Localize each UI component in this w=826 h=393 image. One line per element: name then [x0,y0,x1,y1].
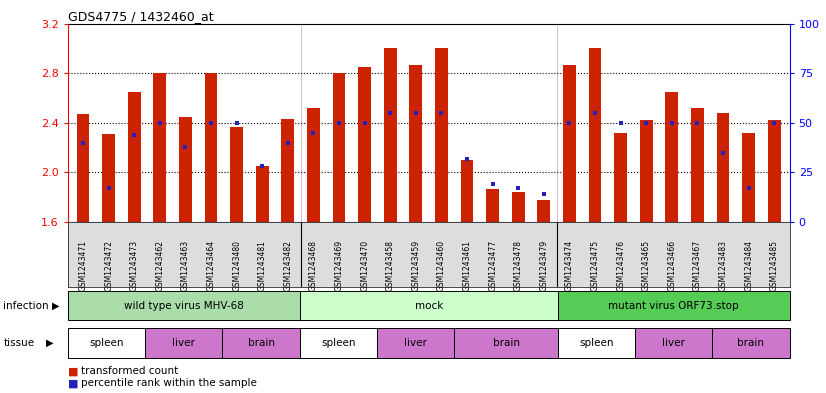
Bar [768,120,781,222]
Bar [300,291,558,320]
Text: ■: ■ [68,378,78,388]
Bar [222,328,300,358]
Bar [68,328,145,358]
Bar [77,114,89,222]
Bar [205,73,217,222]
Bar [102,134,115,222]
Bar [743,133,755,222]
Text: ▶: ▶ [52,301,59,310]
Bar [558,328,635,358]
Bar [68,291,300,320]
Bar [154,73,166,222]
Bar [145,328,222,358]
Bar [410,64,422,222]
Bar [717,113,729,222]
Bar [487,189,499,222]
Bar [558,291,790,320]
Text: infection: infection [3,301,49,310]
Text: ▶: ▶ [46,338,54,348]
Text: brain: brain [738,338,765,348]
Bar [691,108,704,222]
Bar [563,64,576,222]
Bar [640,120,653,222]
Bar [333,73,345,222]
Text: liver: liver [173,338,195,348]
Text: spleen: spleen [579,338,614,348]
Bar [307,108,320,222]
Text: brain: brain [492,338,520,348]
Bar [635,328,712,358]
Text: mutant virus ORF73.stop: mutant virus ORF73.stop [608,301,739,310]
Text: wild type virus MHV-68: wild type virus MHV-68 [124,301,244,310]
Text: ■: ■ [68,366,78,376]
Bar [454,328,558,358]
Text: liver: liver [405,338,427,348]
Bar [358,67,371,222]
Bar [384,48,396,222]
Bar [615,133,627,222]
Bar [256,166,268,222]
Text: percentile rank within the sample: percentile rank within the sample [81,378,257,388]
Bar [712,328,790,358]
Text: spleen: spleen [321,338,356,348]
Bar [230,127,243,222]
Bar [538,200,550,222]
Bar [512,192,525,222]
Bar [589,48,601,222]
Text: liver: liver [662,338,685,348]
Text: mock: mock [415,301,443,310]
Bar [461,160,473,222]
Bar [300,328,377,358]
Text: brain: brain [248,338,274,348]
Text: spleen: spleen [89,338,124,348]
Text: GDS4775 / 1432460_at: GDS4775 / 1432460_at [68,10,213,23]
Bar [179,117,192,222]
Text: transformed count: transformed count [81,366,178,376]
Bar [377,328,454,358]
Bar [282,119,294,222]
Bar [435,48,448,222]
Bar [128,92,140,222]
Text: tissue: tissue [3,338,35,348]
Bar [666,92,678,222]
